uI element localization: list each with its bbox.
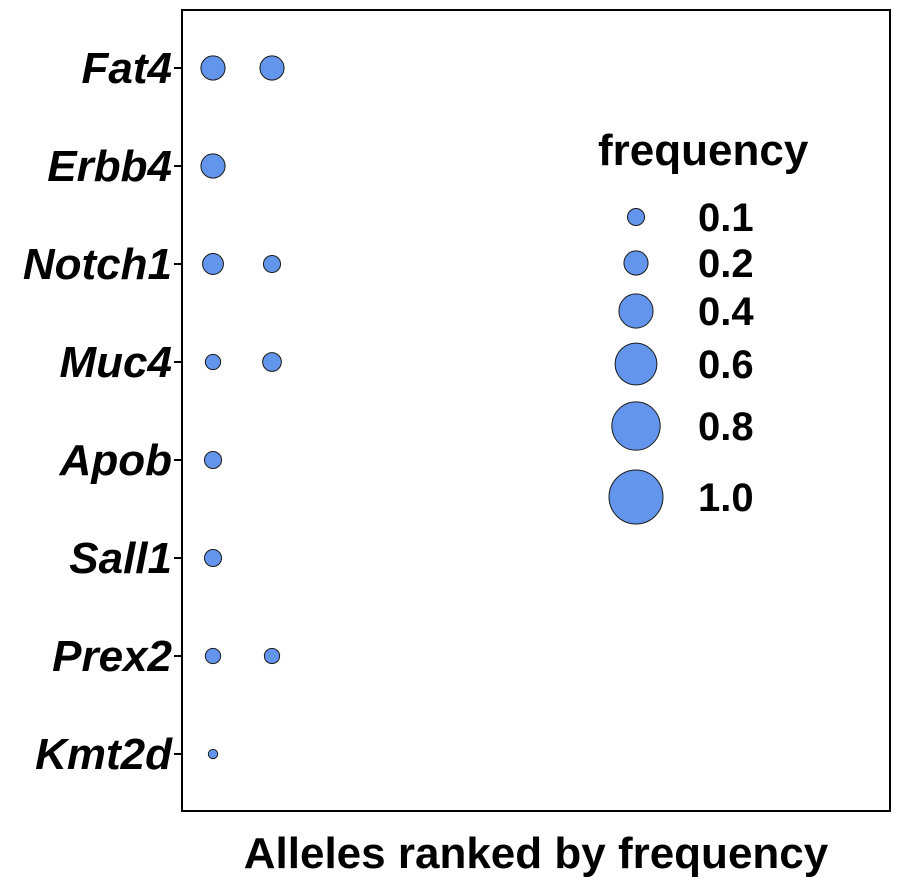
point-sall1-rank-1 [203,548,223,568]
legend-label-0.2: 0.2 [698,242,754,286]
legend-circle-1.0 [608,469,664,525]
point-prex2-rank-2 [263,647,281,665]
point-apob-rank-1 [203,450,223,470]
legend-circle-0.6 [614,342,658,386]
point-fat4-rank-2 [259,55,285,81]
legend-label-0.1: 0.1 [698,196,754,240]
y-tick-label-kmt2d: Kmt2d [35,730,173,779]
x-axis-title: Alleles ranked by frequency [244,829,829,878]
point-notch1-rank-2 [262,254,282,274]
point-muc4-rank-2 [262,352,282,372]
y-tick-label-erbb4: Erbb4 [47,142,172,191]
y-tick-label-muc4: Muc4 [60,338,172,387]
y-tick-label-fat4: Fat4 [82,44,172,93]
legend-label-0.8: 0.8 [698,405,754,449]
y-tick-label-apob: Apob [59,436,172,485]
legend-title: frequency [598,126,809,175]
point-kmt2d-rank-1 [207,748,219,760]
legend-items: 0.10.20.4 0.6 0.8 1.0 [608,196,754,525]
data-points [200,55,285,760]
point-erbb4-rank-1 [200,153,226,179]
legend-circle-0.8 [611,401,661,451]
y-tick-label-notch1: Notch1 [23,240,172,289]
point-prex2-rank-1 [204,647,222,665]
point-notch1-rank-1 [202,253,224,275]
y-axis-ticks [174,67,182,755]
legend-circle-0.4 [618,293,654,329]
y-axis-labels: Fat4 Erbb4 Notch1 Muc4 Apob Sall1 Prex2 Kmt2d [23,44,173,779]
y-tick-label-prex2: Prex2 [52,632,172,681]
plot-frame [181,9,891,812]
legend-label-1.0: 1.0 [698,476,754,520]
legend-label-0.6: 0.6 [698,343,754,387]
legend-circle-0.2 [623,250,649,276]
legend-circle-0.1 [626,207,646,227]
point-fat4-rank-1 [200,55,226,81]
point-muc4-rank-1 [204,353,222,371]
legend-label-0.4: 0.4 [698,290,754,334]
size-legend: frequency 0.10.20.4 0.6 0.8 1.0 [598,126,809,525]
y-tick-label-sall1: Sall1 [69,534,172,583]
